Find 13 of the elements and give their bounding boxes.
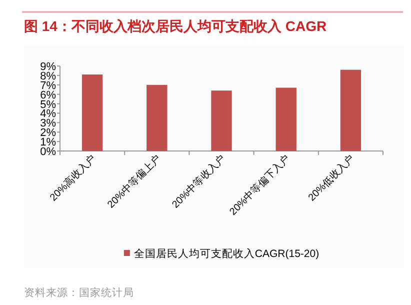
bar [340,70,362,151]
bar [82,74,103,151]
bar [276,88,296,151]
text: 资料来源：国家统计局 [24,286,134,299]
chart-title: 图 14：不同收入档次居民人均可支配收入 CAGR [24,18,327,34]
y-tick-label: 7% [40,80,56,92]
y-tick-label: 6% [40,89,56,102]
y-tick-label: 0% [40,146,56,158]
legend-label: 全国居民人均可支配收入CAGR(15-20) [134,247,320,260]
y-tick-label: 9% [40,61,56,73]
bar [211,90,232,151]
y-tick-label: 8% [40,70,56,82]
bar [146,84,168,151]
